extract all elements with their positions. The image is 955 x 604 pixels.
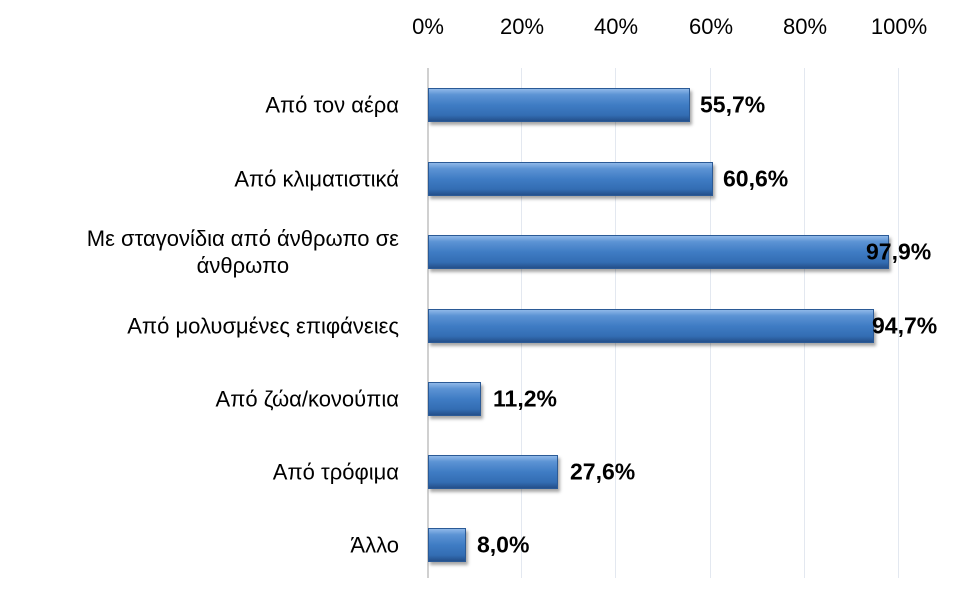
x-tick-20: 20% <box>499 14 545 39</box>
x-tick-0: 0% <box>412 14 444 39</box>
category-label-surfaces: Από μολυσμένες επιφάνειες <box>127 313 399 339</box>
value-label-other: 8,0% <box>477 531 530 558</box>
x-tick-40: 40% <box>593 14 639 39</box>
category-label-other: Άλλο <box>350 532 399 558</box>
x-tick-100: 100% <box>870 14 928 39</box>
value-label-droplets: 97,9% <box>866 238 932 265</box>
value-label-surfaces: 94,7% <box>872 312 938 339</box>
value-label-air-conditioners: 60,6% <box>723 165 789 192</box>
bar-air-conditioners <box>428 162 713 196</box>
bar-other <box>428 528 466 562</box>
category-label-air-conditioners: Από κλιματιστικά <box>234 166 399 192</box>
category-label-food: Από τρόφιμα <box>272 459 399 485</box>
x-tick-80: 80% <box>782 14 828 39</box>
value-label-food: 27,6% <box>570 458 636 485</box>
value-label-animals: 11,2% <box>493 385 557 412</box>
category-label-droplets-line2: άνθρωπο <box>196 253 290 278</box>
category-label-air: Από τον αέρα <box>265 92 399 118</box>
category-label-animals: Από ζώα/κονούπια <box>215 386 399 412</box>
bar-animals <box>428 382 481 416</box>
x-tick-60: 60% <box>688 14 734 39</box>
gridline-100 <box>898 68 899 578</box>
bar-droplets <box>428 235 889 269</box>
category-label-droplets: Με σταγονίδια από άνθρωπο σε άνθρωπο <box>87 225 399 279</box>
bar-food <box>428 455 558 489</box>
bar-air <box>428 88 690 122</box>
bar-surfaces <box>428 309 874 343</box>
value-label-air: 55,7% <box>700 91 766 118</box>
category-label-droplets-line1: Με σταγονίδια από άνθρωπο σε <box>86 226 399 251</box>
